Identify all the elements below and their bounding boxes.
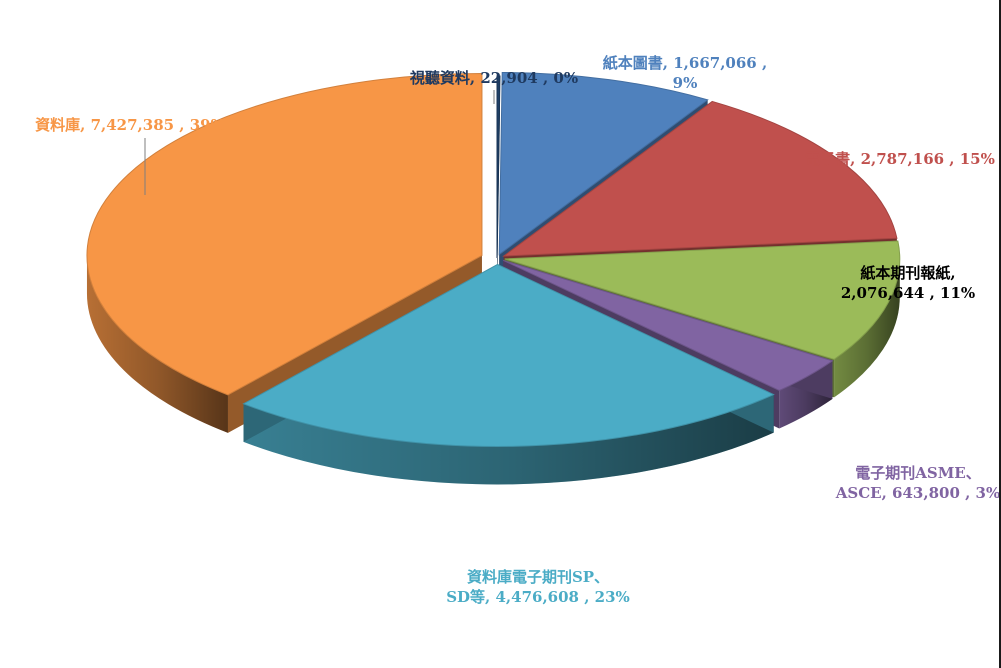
pie-slice-4 <box>502 259 834 392</box>
pie-slice-3 <box>504 240 901 360</box>
pie-slice-0 <box>496 75 501 259</box>
slice-label-line: SD等, 4,476,608 , 23% <box>446 588 630 606</box>
slice-label-0: 視聽資料, 22,904 , 0% <box>409 69 578 87</box>
slice-label-line: 紙本期刊報紙, <box>860 264 955 282</box>
pie-slice-1 <box>498 71 709 256</box>
pie-side-shade-3 <box>834 258 900 398</box>
pie-side-shade-6 <box>86 255 228 433</box>
slice-label-line: 紙本圖書, 1,667,066 , <box>603 54 767 72</box>
slice-label-line: 視聽資料, 22,904 , 0% <box>409 69 578 87</box>
pie-slice-6 <box>86 72 483 396</box>
pie-slice-2 <box>502 100 898 257</box>
slice-label-5: 資料庫電子期刊SP、 SD等, 4,476,608 , 23% <box>446 568 630 606</box>
pie-slice-5 <box>242 263 775 447</box>
slice-label-4: 電子期刊ASME、 ASCE, 643,800 , 3% <box>835 464 1001 502</box>
pie-tops <box>86 71 901 447</box>
frame-edge <box>999 0 1001 668</box>
slice-label-line: 電子期刊ASME、 <box>855 464 981 482</box>
slice-label-6: 資料庫, 7,427,385 , 39% <box>35 116 225 134</box>
slice-label-line: 資料庫, 7,427,385 , 39% <box>35 116 225 134</box>
slice-label-3: 紙本期刊報紙, 2,076,644 , 11% <box>841 264 975 302</box>
slice-label-line: 9% <box>673 74 698 92</box>
slice-label-line: 2,076,644 , 11% <box>841 284 975 302</box>
pie-labels: 視聽資料, 22,904 , 0% 紙本圖書, 1,667,066 , 9% 電子書,… <box>35 54 1000 606</box>
slice-label-line: ASCE, 643,800 , 3% <box>835 484 1001 502</box>
slice-label-line: 資料庫電子期刊SP、 <box>467 568 609 586</box>
slice-label-line: 電子書, 2,787,166 , 15% <box>805 150 995 168</box>
slice-label-2: 電子書, 2,787,166 , 15% <box>805 150 995 168</box>
pie-side-shade-5 <box>243 394 774 485</box>
slice-label-1: 紙本圖書, 1,667,066 , 9% <box>603 54 767 92</box>
